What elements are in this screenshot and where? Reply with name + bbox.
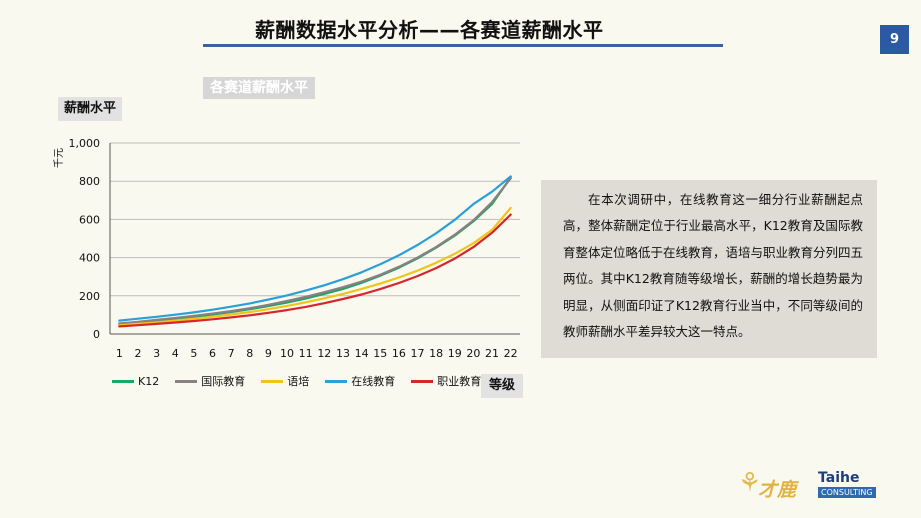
y-axis-label-box: 薪酬水平 bbox=[58, 97, 123, 121]
series-line-国际教育 bbox=[118, 177, 512, 325]
legend-label: 职业教育 bbox=[437, 375, 482, 388]
legend-item: 职业教育 bbox=[411, 373, 481, 389]
x-tick-label: 16 bbox=[392, 347, 406, 360]
x-tick-label: 20 bbox=[466, 347, 480, 360]
x-tick-label: 18 bbox=[429, 347, 443, 360]
taihe-logo-sub: CONSULTING bbox=[818, 487, 876, 498]
x-tick-label: 12 bbox=[317, 347, 331, 360]
x-tick-label: 10 bbox=[280, 347, 294, 360]
legend-label: 在线教育 bbox=[351, 375, 396, 388]
legend-swatch bbox=[411, 379, 434, 383]
slide-title: 薪酬数据水平分析——各赛道薪酬水平 bbox=[255, 18, 604, 42]
y-axis-unit-label: 千元 bbox=[53, 148, 65, 168]
series-line-在线教育 bbox=[118, 175, 512, 322]
x-tick-label: 8 bbox=[246, 347, 253, 360]
page-number-badge: 9 bbox=[880, 25, 909, 54]
y-tick-label: 400 bbox=[79, 252, 100, 265]
x-tick-label: 14 bbox=[355, 347, 369, 360]
x-tick-label: 2 bbox=[134, 347, 141, 360]
legend-item: 国际教育 bbox=[175, 373, 245, 389]
x-tick-label: 9 bbox=[265, 347, 272, 360]
legend-item: K12 bbox=[112, 373, 159, 389]
cailu-logo: ⚘ 才鹿 bbox=[738, 465, 808, 505]
analysis-note-text: 在本次调研中，在线教育这一细分行业薪酬起点高，整体薪酬定位于行业最高水平，K12… bbox=[563, 192, 864, 340]
legend-item: 在线教育 bbox=[325, 373, 395, 389]
x-tick-label: 1 bbox=[116, 347, 123, 360]
x-axis-label-box: 等级 bbox=[481, 374, 524, 398]
legend-label: 国际教育 bbox=[201, 375, 246, 388]
x-tick-label: 22 bbox=[504, 347, 518, 360]
x-tick-label: 19 bbox=[448, 347, 462, 360]
legend-swatch bbox=[261, 379, 284, 383]
y-tick-label: 1,000 bbox=[69, 137, 101, 150]
title-underline bbox=[203, 44, 723, 47]
series-line-K12 bbox=[118, 176, 512, 326]
y-tick-label: 600 bbox=[79, 213, 100, 226]
legend-label: K12 bbox=[138, 374, 160, 388]
x-tick-label: 17 bbox=[411, 347, 425, 360]
y-tick-label: 200 bbox=[79, 290, 100, 303]
series-line-职业教育 bbox=[118, 213, 512, 328]
analysis-note: 在本次调研中，在线教育这一细分行业薪酬起点高，整体薪酬定位于行业最高水平，K12… bbox=[541, 180, 877, 358]
x-tick-label: 15 bbox=[373, 347, 387, 360]
taihe-logo-brand: Taihe bbox=[818, 470, 860, 486]
legend-swatch bbox=[112, 379, 134, 383]
cailu-logo-text: 才鹿 bbox=[758, 479, 797, 501]
x-tick-label: 11 bbox=[299, 347, 313, 360]
legend-swatch bbox=[175, 379, 198, 383]
x-tick-label: 21 bbox=[485, 347, 499, 360]
chart-legend: K12 国际教育 语培 在线教育 职业教育 bbox=[112, 373, 481, 389]
x-tick-label: 13 bbox=[336, 347, 350, 360]
legend-swatch bbox=[325, 379, 348, 383]
legend-label: 语培 bbox=[287, 375, 310, 388]
x-tick-label: 6 bbox=[209, 347, 216, 360]
taihe-logo: Taihe CONSULTING bbox=[818, 470, 898, 500]
x-tick-label: 5 bbox=[190, 347, 197, 360]
antler-icon: ⚘ bbox=[738, 468, 762, 498]
x-tick-label: 7 bbox=[228, 347, 235, 360]
series-line-语培 bbox=[118, 206, 512, 327]
x-tick-label: 4 bbox=[172, 347, 179, 360]
x-tick-label: 3 bbox=[153, 347, 160, 360]
y-tick-label: 0 bbox=[93, 328, 100, 341]
legend-item: 语培 bbox=[261, 373, 309, 389]
chart-header: 各赛道薪酬水平 bbox=[203, 77, 315, 99]
y-tick-label: 800 bbox=[79, 175, 100, 188]
